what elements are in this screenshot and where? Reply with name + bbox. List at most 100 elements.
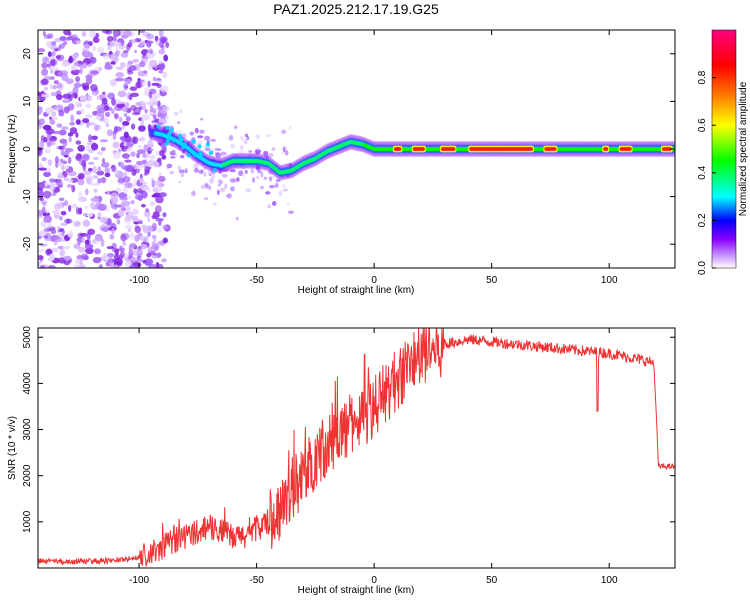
ridge-hot-core [619, 147, 632, 151]
noise-blob [157, 114, 163, 118]
noise-blob [134, 225, 141, 234]
noise-blob [96, 46, 105, 54]
noise-blob [147, 231, 151, 237]
ridge-cyan-blob [191, 150, 196, 156]
noise-blob [93, 188, 98, 193]
noise-blob [229, 169, 236, 173]
snr-frame [37, 327, 676, 569]
noise-blob [117, 209, 125, 217]
noise-blob [90, 142, 99, 151]
noise-blob [145, 208, 150, 213]
noise-blob [68, 31, 72, 37]
noise-blob [126, 195, 131, 199]
noise-blob [260, 171, 264, 178]
noise-blob [112, 151, 121, 160]
noise-blob [141, 190, 148, 199]
noise-blob [100, 146, 106, 152]
noise-blob [137, 79, 145, 83]
noise-blob [63, 106, 70, 114]
y-tick-label: 0 [22, 146, 33, 152]
noise-blob [60, 210, 67, 216]
noise-blob [106, 190, 110, 195]
noise-blob [124, 182, 133, 189]
noise-blob [159, 192, 168, 198]
noise-blob [129, 86, 138, 91]
noise-blob [67, 230, 74, 239]
noise-blob [115, 171, 120, 175]
noise-blob [56, 123, 63, 128]
noise-blob [68, 136, 72, 143]
noise-blob [137, 144, 143, 149]
noise-blob [114, 50, 120, 57]
noise-blob [149, 201, 156, 207]
noise-blob [50, 187, 54, 196]
noise-blob [284, 150, 289, 156]
noise-blob [252, 177, 255, 184]
colorbar-gradient [712, 30, 736, 268]
noise-blob [82, 219, 91, 227]
noise-blob [100, 216, 108, 223]
noise-blob [38, 249, 45, 253]
noise-blob [114, 113, 119, 120]
noise-blob [40, 78, 49, 86]
noise-blob [267, 204, 271, 209]
noise-blob [150, 143, 154, 148]
noise-blob [60, 222, 69, 227]
noise-blob [38, 230, 47, 237]
noise-blob [39, 140, 45, 148]
spectrogram-x-axis-label: Height of straight line (km) [298, 285, 415, 296]
noise-blob [245, 188, 252, 193]
noise-blob [77, 144, 85, 152]
noise-blob [107, 45, 112, 51]
noise-blob [219, 169, 222, 174]
ridge-hot-core [393, 147, 402, 151]
noise-blob [63, 165, 70, 170]
noise-blob [123, 82, 129, 91]
noise-blob [148, 91, 153, 99]
noise-blob [119, 245, 123, 252]
noise-blob [114, 264, 119, 268]
noise-blob [156, 227, 163, 233]
noise-blob [121, 153, 130, 159]
noise-blob [178, 169, 185, 174]
noise-blob [124, 164, 133, 173]
noise-blob [143, 172, 148, 176]
noise-blob [268, 152, 274, 158]
noise-blob [152, 76, 157, 82]
x-tick-label: 50 [486, 575, 498, 586]
noise-blob [155, 217, 164, 222]
noise-blob [82, 212, 88, 217]
noise-blob [127, 70, 134, 75]
noise-blob [161, 155, 167, 160]
noise-blob [162, 212, 167, 218]
noise-blob [86, 51, 93, 58]
noise-blob [88, 41, 93, 47]
noise-blob [92, 241, 100, 245]
noise-blob [134, 234, 140, 243]
noise-blob [77, 61, 85, 65]
noise-blob [51, 50, 56, 57]
noise-blob [74, 101, 81, 108]
noise-blob [235, 165, 240, 169]
noise-blob [152, 101, 158, 106]
colorbar-tick-label: 0.4 [697, 165, 708, 179]
noise-blob [144, 166, 151, 173]
noise-blob [131, 218, 141, 223]
noise-blob [130, 92, 139, 98]
noise-blob [126, 78, 131, 85]
noise-blob [100, 238, 105, 247]
ridge-cyan-blob [205, 142, 211, 147]
noise-blob [101, 158, 106, 163]
noise-blob [271, 147, 276, 151]
noise-blob [111, 164, 117, 173]
noise-blob [38, 48, 46, 53]
noise-blob [118, 148, 122, 153]
noise-blob [176, 121, 181, 124]
noise-blob [287, 210, 294, 215]
noise-blob [181, 152, 188, 156]
noise-blob [96, 151, 104, 155]
noise-blob [226, 138, 230, 142]
noise-blob [227, 193, 232, 199]
noise-blob [117, 161, 125, 167]
noise-blob [63, 154, 69, 158]
